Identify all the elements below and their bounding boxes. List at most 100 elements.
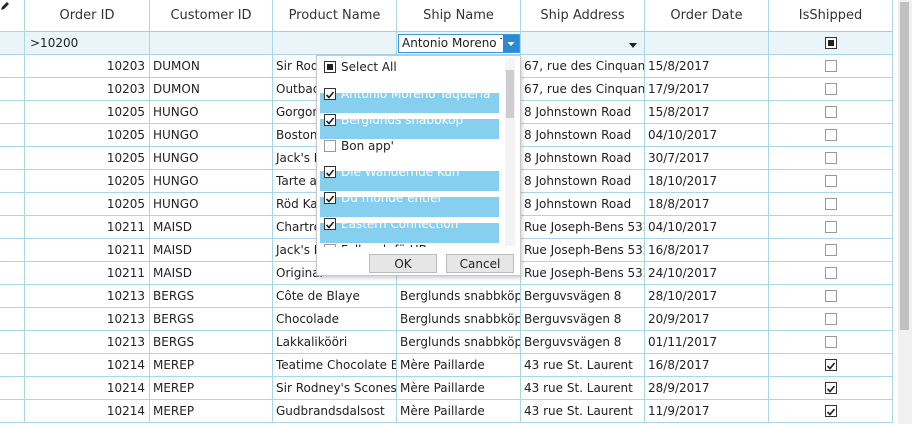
checkbox[interactable] xyxy=(825,336,837,348)
cell: Berguvsvägen 8 xyxy=(521,285,645,308)
cell xyxy=(769,55,893,78)
checkbox[interactable] xyxy=(825,129,837,141)
item-label[interactable]: Select All xyxy=(341,60,397,74)
cell: 10203 xyxy=(25,55,150,78)
checkbox[interactable] xyxy=(825,244,837,256)
cell: 28/10/2017 xyxy=(645,285,769,308)
filter-text[interactable]: >10200 xyxy=(30,36,79,50)
cell: MAISD xyxy=(150,262,273,285)
column-header[interactable]: Order ID xyxy=(25,0,150,32)
item-label[interactable]: Folk och fä HB xyxy=(341,241,427,247)
cancel-button[interactable]: Cancel xyxy=(446,254,514,273)
checkbox[interactable] xyxy=(324,140,336,152)
checkbox[interactable] xyxy=(825,382,837,394)
cell xyxy=(769,170,893,193)
indeterminate-mark xyxy=(828,40,834,46)
cell: Berguvsvägen 8 xyxy=(521,308,645,331)
combo-text: Antonio Moreno Ta xyxy=(402,36,502,50)
selected-item xyxy=(320,119,499,139)
checkbox[interactable] xyxy=(825,313,837,325)
dropdown-arrow[interactable] xyxy=(628,39,638,48)
cell: Rue Joseph-Bens 532 xyxy=(521,216,645,239)
cell: BERGS xyxy=(150,285,273,308)
scrollbar-thumb[interactable] xyxy=(900,2,909,330)
column-header[interactable]: Product Name xyxy=(273,0,397,32)
checkbox[interactable] xyxy=(324,88,336,100)
item-label[interactable]: Du monde entier xyxy=(341,191,443,205)
cell: 10214 xyxy=(25,377,150,400)
item-label[interactable]: Berglunds snabbköp xyxy=(341,113,464,127)
item-label[interactable]: Antonio Moreno Taquería xyxy=(341,87,491,101)
cell: 10205 xyxy=(25,101,150,124)
cell: 10205 xyxy=(25,170,150,193)
ok-button[interactable]: OK xyxy=(369,254,437,273)
cell: MAISD xyxy=(150,239,273,262)
checkbox[interactable] xyxy=(324,192,336,204)
cell: 10205 xyxy=(25,124,150,147)
column-header[interactable]: IsShipped xyxy=(769,0,893,32)
checkbox[interactable] xyxy=(324,114,336,126)
cell xyxy=(769,147,893,170)
cell: Mère Paillarde xyxy=(397,354,521,377)
row-header xyxy=(0,170,25,193)
row-header xyxy=(0,78,25,101)
selected-item xyxy=(320,197,499,217)
checkbox[interactable] xyxy=(825,221,837,233)
item-label[interactable]: Bon app' xyxy=(341,139,394,153)
cell xyxy=(769,377,893,400)
checkbox[interactable] xyxy=(825,83,837,95)
checkbox[interactable] xyxy=(825,60,837,72)
popup-scroll-track xyxy=(505,58,515,246)
row-header xyxy=(0,147,25,170)
column-header[interactable]: Customer ID xyxy=(150,0,273,32)
row-header xyxy=(0,400,25,423)
cell: Berglunds snabbköp xyxy=(397,331,521,354)
checkbox[interactable] xyxy=(825,106,837,118)
checkbox[interactable] xyxy=(324,166,336,178)
filter-combo[interactable]: Antonio Moreno Ta xyxy=(398,34,520,53)
checkbox[interactable] xyxy=(825,267,837,279)
check-mark xyxy=(826,408,836,416)
cell: MEREP xyxy=(150,377,273,400)
checkbox[interactable] xyxy=(825,290,837,302)
dropdown-arrow xyxy=(507,42,515,46)
row-header xyxy=(0,124,25,147)
cell: Côte de Blaye xyxy=(273,285,397,308)
checkbox[interactable] xyxy=(825,37,837,49)
cell: 28/9/2017 xyxy=(645,377,769,400)
checkbox[interactable] xyxy=(825,152,837,164)
row-header xyxy=(0,331,25,354)
cell: MAISD xyxy=(150,216,273,239)
cell: MEREP xyxy=(150,400,273,423)
checkbox[interactable] xyxy=(825,405,837,417)
checkbox[interactable] xyxy=(825,175,837,187)
column-header[interactable]: Ship Name xyxy=(397,0,521,32)
column-header[interactable]: Ship Address xyxy=(521,0,645,32)
row-header xyxy=(0,101,25,124)
checkbox[interactable] xyxy=(324,244,336,247)
item-label[interactable]: Eastern Connection xyxy=(341,217,459,231)
checkbox[interactable] xyxy=(825,198,837,210)
checkbox[interactable] xyxy=(825,359,837,371)
checkbox[interactable] xyxy=(324,61,336,73)
check-mark xyxy=(325,117,335,125)
cell: 10213 xyxy=(25,331,150,354)
cell: 15/8/2017 xyxy=(645,101,769,124)
edit-indicator xyxy=(0,0,10,10)
cell xyxy=(769,308,893,331)
cell: Gudbrandsdalsost xyxy=(273,400,397,423)
combo-button[interactable] xyxy=(503,35,519,52)
check-mark xyxy=(826,385,836,393)
check-mark xyxy=(325,195,335,203)
cell: 10214 xyxy=(25,354,150,377)
popup-scroll-thumb[interactable] xyxy=(506,70,514,118)
check-mark xyxy=(325,91,335,99)
checkbox[interactable] xyxy=(324,218,336,230)
column-header[interactable]: Order Date xyxy=(645,0,769,32)
selected-item xyxy=(320,93,499,113)
cell: Chocolade xyxy=(273,308,397,331)
cell xyxy=(769,216,893,239)
item-label[interactable]: Die Wandernde Kuh xyxy=(341,165,460,179)
cell xyxy=(769,285,893,308)
check-mark xyxy=(325,221,335,229)
